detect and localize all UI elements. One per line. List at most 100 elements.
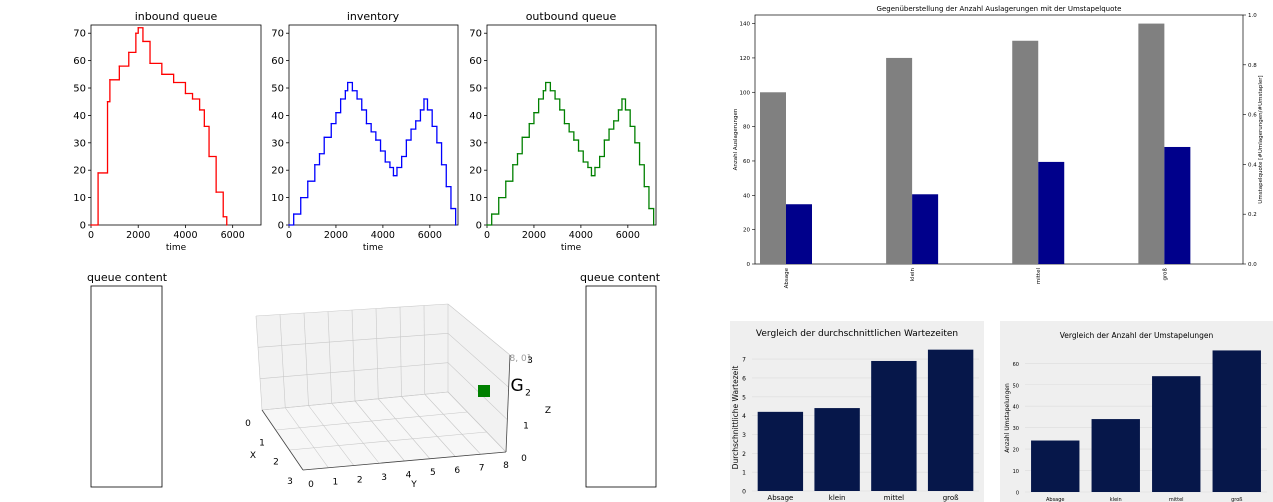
outbound-data-point (498, 196, 500, 199)
wait-chart-title: Vergleich der durchschnittlichen Warteze… (756, 329, 958, 339)
inbound-data-point (137, 27, 139, 29)
wait-chart-ytick-label: 4 (742, 413, 746, 420)
inbound-data-point (203, 125, 206, 128)
inventory-ytick-label: 50 (271, 84, 284, 95)
inventory-data-point (375, 139, 377, 141)
outbound-data-point (608, 128, 610, 130)
view3d-x-tick: 1 (259, 438, 265, 448)
outbound-ytick-label: 0 (476, 221, 482, 232)
view3d-pane-floor (262, 392, 506, 470)
view3d-y-axis (302, 451, 507, 471)
view3d-grid-line (331, 403, 380, 464)
inbound-data-point (97, 172, 99, 174)
view3d-grid-line (255, 315, 263, 411)
restack-chart-ylabel: Anzahl Umstapelungen (1004, 383, 1011, 453)
inbound-data-point (106, 101, 109, 103)
outbound-title: outbound queue (526, 10, 617, 23)
outbound-ytick-label: 70 (469, 29, 482, 40)
inbound-series-line (91, 27, 228, 226)
outbound-data-point (621, 98, 623, 100)
restack-chart-category-label: klein (1110, 497, 1122, 502)
twin-bar-gray (1138, 23, 1165, 264)
outbound-ytick-label: 10 (469, 193, 482, 204)
outbound-data-point (549, 90, 552, 92)
outbound-ytick-label: 60 (469, 56, 482, 67)
inventory-xtick-label: 2000 (324, 230, 348, 241)
twin-right-tick-label: 0.6 (1248, 113, 1257, 119)
inventory-data-point (365, 122, 368, 125)
restack-chart-bar (1091, 419, 1140, 492)
inbound-data-point (226, 224, 228, 226)
twin-category-label: groß (1162, 267, 1168, 280)
inventory-xtick-label: 0 (286, 230, 292, 241)
inventory-data-point (356, 98, 358, 100)
inventory-ytick-label: 20 (271, 166, 284, 177)
view3d-grid-line (447, 333, 509, 388)
view3d-grid-line (423, 305, 426, 395)
inventory-data-point (318, 153, 321, 155)
view3d-grid-line (351, 309, 356, 402)
inbound-axes-frame (90, 24, 262, 226)
inventory-data-point (344, 90, 347, 92)
view3d-z-tick: 2 (525, 389, 531, 399)
inbound-xlabel: time (166, 243, 187, 253)
view3d-grid-line (279, 314, 286, 408)
restack-chart-ytick-label: 20 (1013, 448, 1019, 454)
view3d-grid-line (447, 391, 507, 453)
inbound-data-point (135, 32, 137, 34)
outbound-data-point (490, 213, 493, 215)
twin-bar-gray (886, 57, 913, 265)
outbound-data-point (590, 174, 593, 177)
view3d-x-tick: 3 (287, 477, 293, 487)
inbound-ytick-label: 50 (73, 84, 86, 95)
wait-chart-bar (814, 408, 860, 491)
restack-chart-category-label: mittel (1169, 497, 1184, 502)
inbound-ytick-label: 70 (73, 29, 86, 40)
outbound-data-point (528, 122, 530, 125)
outbound-data-point (521, 136, 523, 139)
queue-content-left-box (90, 285, 163, 488)
view3d-y-tick: 6 (454, 466, 460, 476)
inbound-data-point (222, 216, 224, 218)
wait-chart-ylabel: Durchschnittliche Wartezeit (731, 366, 740, 470)
wait-chart-bar (757, 411, 804, 491)
view3d-z-tick: 0 (521, 454, 527, 464)
outbound-data-point (617, 109, 620, 111)
inventory-xtick-label: 6000 (418, 230, 442, 241)
view3d-grid-line (375, 308, 379, 399)
view3d-y-tick: 4 (406, 471, 412, 481)
inventory-data-point (370, 131, 372, 133)
twin-category-label: mittel (1036, 268, 1042, 285)
inbound-ytick-label: 0 (80, 221, 86, 232)
restack-chart-ytick-label: 50 (1013, 383, 1019, 389)
view3d-y-label: Y (410, 480, 417, 490)
inbound-ytick-label: 10 (73, 193, 86, 204)
inventory-ytick-label: 60 (271, 56, 284, 67)
outbound-data-point (652, 224, 655, 226)
inbound-data-point (128, 51, 130, 54)
restack-chart-bar (1212, 350, 1261, 492)
outbound-data-point (537, 98, 540, 100)
outbound-ytick-label: 20 (469, 166, 482, 177)
inbound-data-point (184, 92, 187, 95)
twin-left-tick-label: 100 (740, 90, 751, 96)
outbound-ytick-label: 30 (469, 138, 482, 149)
inventory-data-point (384, 161, 386, 163)
wait-chart-category-label: groß (943, 494, 959, 502)
inventory-data-point (314, 164, 316, 166)
outbound-data-point (559, 109, 561, 111)
wait-chart-ytick-label: 7 (742, 357, 746, 364)
outbound-xtick-label: 4000 (569, 230, 593, 241)
twin-chart-title: Gegenüberstellung der Anzahl Auslagerung… (877, 5, 1122, 13)
view3d-grid-line (285, 407, 329, 468)
inbound-ytick-label: 30 (73, 138, 86, 149)
wait-chart-category-label: mittel (884, 494, 905, 502)
view3d-grid-line (399, 306, 402, 397)
inventory-ytick-label: 70 (271, 29, 284, 40)
view3d-x-axis (261, 409, 304, 471)
wait-chart-ytick-label: 1 (742, 470, 746, 477)
view3d-grid-line (255, 303, 449, 317)
inbound-xtick-label: 6000 (221, 230, 245, 241)
inventory-data-point (300, 196, 302, 199)
